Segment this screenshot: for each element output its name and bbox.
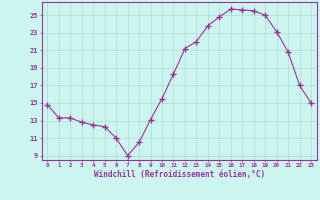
X-axis label: Windchill (Refroidissement éolien,°C): Windchill (Refroidissement éolien,°C): [94, 170, 265, 179]
